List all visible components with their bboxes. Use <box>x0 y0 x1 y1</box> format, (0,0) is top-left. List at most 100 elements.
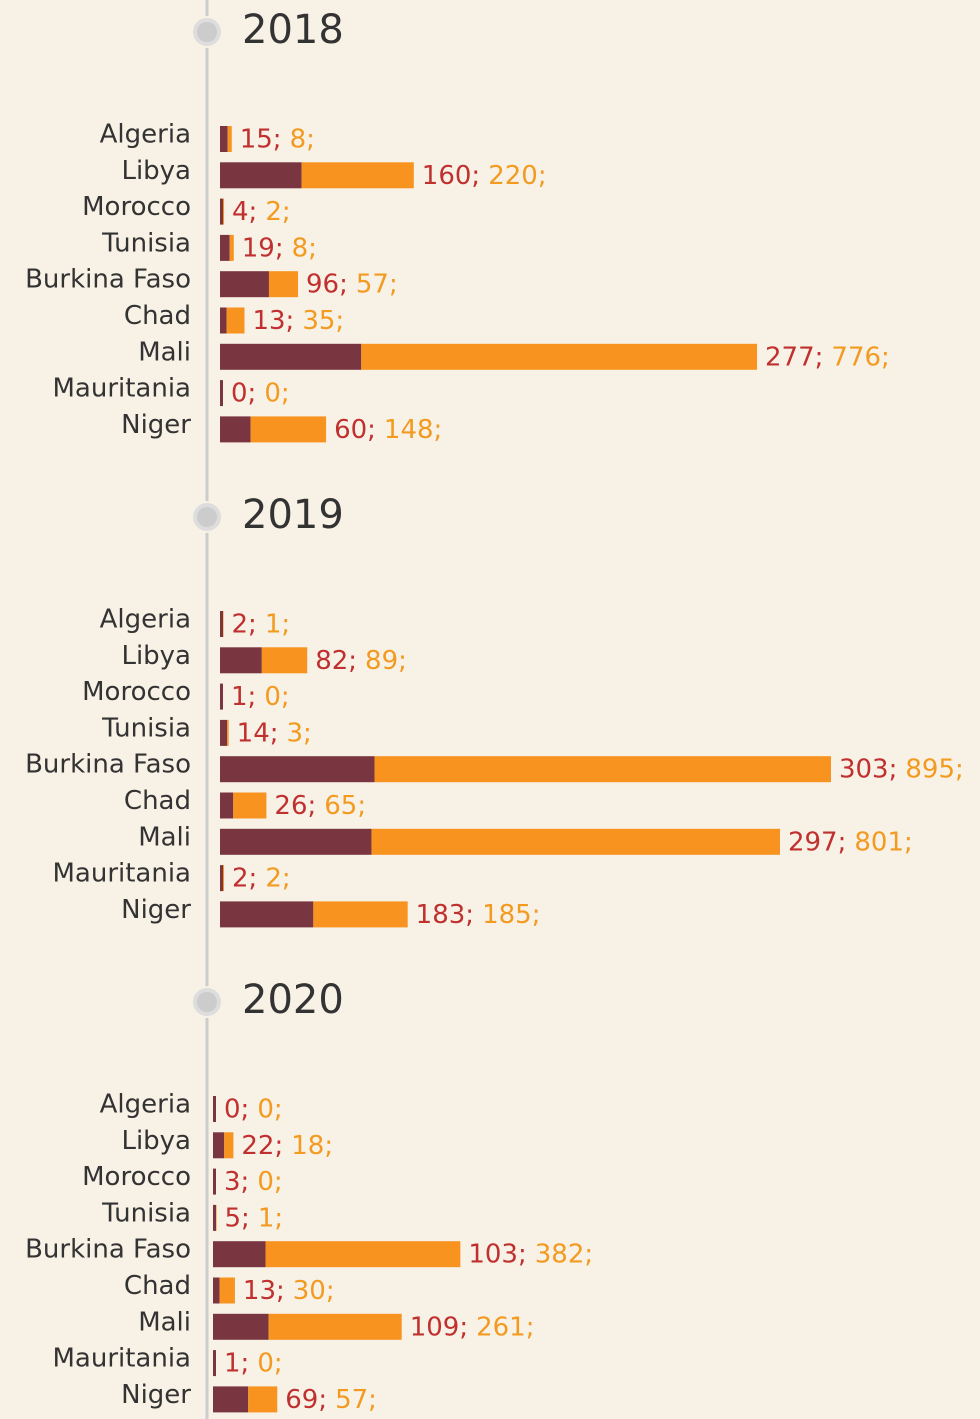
bar-segment <box>220 416 251 443</box>
value-label: 0; <box>257 1167 282 1197</box>
bar-segment <box>220 343 362 370</box>
bar-segment <box>361 343 758 370</box>
category-label: Mauritania <box>52 859 191 889</box>
timeline-dot-inner <box>197 507 217 527</box>
bar-segment <box>220 307 227 334</box>
timeline-dot-inner <box>197 22 217 42</box>
value-label: 5; <box>225 1203 250 1233</box>
value-label: 776; <box>831 342 889 372</box>
bar-segment <box>213 1277 220 1304</box>
category-label: Tunisia <box>101 228 191 258</box>
category-label: Chad <box>124 301 191 331</box>
category-label: Mali <box>138 1307 191 1337</box>
bar-segment <box>220 198 223 225</box>
value-label: 148; <box>384 415 442 445</box>
bar-segment <box>220 865 223 892</box>
bar-segment <box>220 380 223 407</box>
value-label: 160; <box>422 161 480 191</box>
bar-segment <box>374 756 831 783</box>
value-label: 69; <box>285 1385 327 1415</box>
bar-segment <box>261 647 308 674</box>
category-label: Chad <box>124 786 191 816</box>
bar-segment <box>226 307 245 334</box>
bar-segment <box>268 271 299 298</box>
bar-segment <box>220 901 314 928</box>
value-label: 35; <box>302 306 344 336</box>
year-title: 2020 <box>242 977 344 1023</box>
category-label: Mali <box>138 822 191 852</box>
category-label: Burkina Faso <box>25 1235 191 1265</box>
value-label: 1; <box>231 682 256 712</box>
bar-segment <box>268 1313 402 1340</box>
bar-segment <box>224 1132 234 1159</box>
value-label: 220; <box>488 161 546 191</box>
value-label: 14; <box>237 718 279 748</box>
bar-segment <box>227 719 229 746</box>
category-label: Algeria <box>100 120 191 150</box>
bar-segment <box>213 1241 266 1268</box>
value-label: 277; <box>765 342 823 372</box>
value-label: 13; <box>243 1276 285 1306</box>
category-label: Burkina Faso <box>25 265 191 295</box>
category-label: Libya <box>121 1126 191 1156</box>
value-label: 2; <box>232 864 257 894</box>
category-label: Niger <box>121 895 191 925</box>
bar-segment <box>220 828 372 855</box>
category-label: Morocco <box>82 192 191 222</box>
value-label: 8; <box>290 125 315 155</box>
category-label: Mauritania <box>52 1344 191 1374</box>
bar-segment <box>220 234 230 261</box>
bar-segment <box>233 792 267 819</box>
value-label: 2; <box>232 610 257 640</box>
bar-segment <box>213 1132 225 1159</box>
value-label: 19; <box>242 233 284 263</box>
value-label: 183; <box>416 900 474 930</box>
bar-segment <box>220 162 302 189</box>
value-label: 382; <box>535 1240 593 1270</box>
bar-segment <box>213 1096 216 1122</box>
bar-segment <box>220 792 234 819</box>
category-label: Algeria <box>100 605 191 635</box>
bar-segment <box>223 611 224 637</box>
value-label: 60; <box>334 415 376 445</box>
bar-segment <box>248 1386 278 1413</box>
bar-segment <box>220 756 375 783</box>
value-label: 26; <box>274 791 316 821</box>
bar-segment <box>220 683 223 710</box>
value-label: 57; <box>356 270 398 300</box>
bar-segment <box>371 828 780 855</box>
bar-segment <box>229 234 234 261</box>
bar-segment <box>213 1313 269 1340</box>
bar-segment <box>223 865 225 892</box>
value-label: 0; <box>231 379 256 409</box>
value-label: 8; <box>292 233 317 263</box>
value-label: 0; <box>224 1095 249 1125</box>
year-title: 2019 <box>242 492 344 538</box>
bar-segment <box>220 647 262 674</box>
value-label: 0; <box>257 1349 282 1379</box>
value-label: 4; <box>232 197 257 227</box>
value-label: 2; <box>265 864 290 894</box>
value-label: 82; <box>315 646 357 676</box>
value-label: 89; <box>365 646 407 676</box>
value-label: 801; <box>854 827 912 857</box>
category-label: Chad <box>124 1271 191 1301</box>
value-label: 0; <box>257 1095 282 1125</box>
value-label: 3; <box>287 718 312 748</box>
value-label: 30; <box>293 1276 335 1306</box>
value-label: 15; <box>240 125 282 155</box>
category-label: Mauritania <box>52 374 191 404</box>
category-label: Algeria <box>100 1090 191 1120</box>
bar-segment <box>213 1168 216 1195</box>
bar-segment <box>250 416 327 443</box>
value-label: 0; <box>264 682 289 712</box>
value-label: 3; <box>224 1167 249 1197</box>
value-label: 297; <box>788 827 846 857</box>
category-label: Mali <box>138 337 191 367</box>
value-label: 65; <box>324 791 366 821</box>
value-label: 22; <box>241 1131 283 1161</box>
year-title: 2018 <box>242 7 344 53</box>
category-label: Morocco <box>82 1162 191 1192</box>
bar-segment <box>213 1350 216 1377</box>
